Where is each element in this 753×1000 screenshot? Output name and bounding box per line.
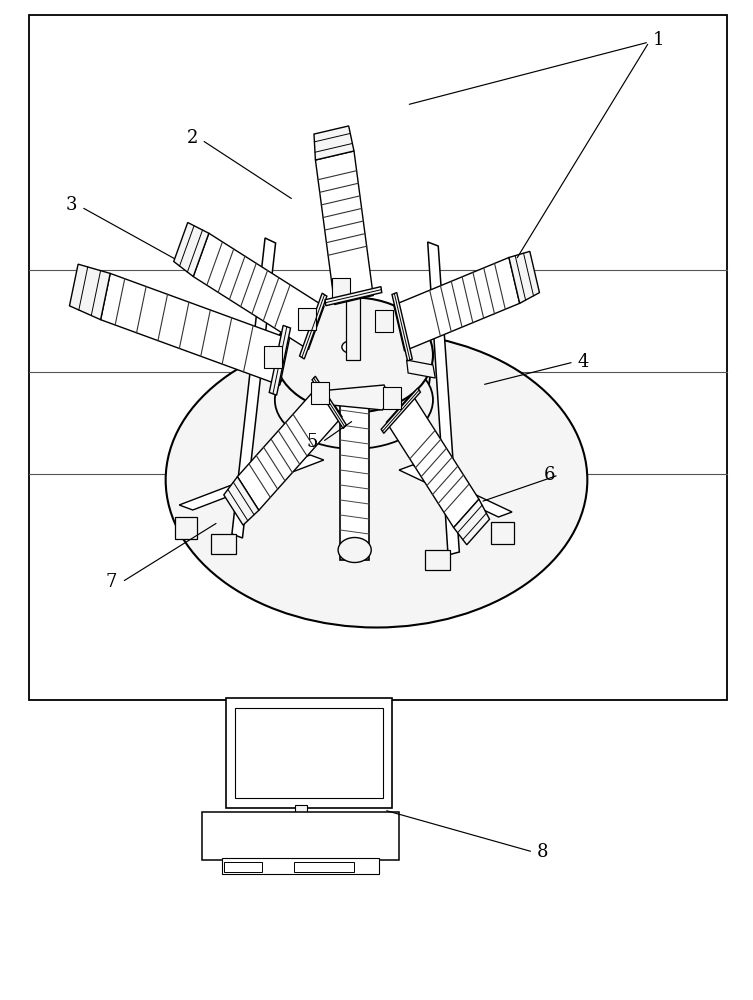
Polygon shape: [386, 394, 479, 528]
Polygon shape: [509, 251, 539, 303]
Bar: [235, 708, 383, 798]
Polygon shape: [394, 257, 520, 351]
Bar: [226, 698, 392, 808]
Bar: [29, 15, 727, 700]
Text: 1: 1: [653, 31, 665, 49]
Polygon shape: [316, 151, 373, 305]
Polygon shape: [69, 264, 110, 320]
Polygon shape: [407, 360, 435, 378]
Polygon shape: [453, 499, 489, 545]
Polygon shape: [312, 376, 346, 429]
Polygon shape: [328, 385, 390, 410]
Ellipse shape: [338, 538, 371, 562]
Polygon shape: [237, 383, 342, 510]
Bar: [211, 534, 236, 554]
Bar: [383, 387, 401, 409]
Bar: [346, 295, 360, 360]
Text: 6: 6: [544, 466, 556, 484]
Bar: [264, 346, 282, 368]
Polygon shape: [179, 455, 324, 510]
Bar: [375, 310, 393, 332]
Bar: [425, 550, 450, 570]
Ellipse shape: [166, 332, 587, 628]
Bar: [175, 517, 197, 539]
Text: 2: 2: [186, 129, 198, 147]
Text: 3: 3: [66, 196, 78, 214]
Polygon shape: [174, 223, 209, 277]
Bar: [202, 812, 399, 860]
Polygon shape: [428, 242, 459, 555]
Bar: [491, 522, 514, 544]
Bar: [340, 400, 369, 560]
Polygon shape: [314, 126, 354, 160]
Polygon shape: [232, 238, 276, 538]
Polygon shape: [381, 388, 420, 433]
Ellipse shape: [342, 341, 358, 353]
Bar: [332, 278, 350, 300]
Text: 4: 4: [578, 353, 590, 371]
Bar: [294, 862, 354, 872]
Polygon shape: [392, 293, 413, 361]
Polygon shape: [300, 293, 327, 359]
Bar: [311, 382, 329, 404]
Ellipse shape: [275, 298, 433, 412]
Bar: [295, 805, 307, 815]
Polygon shape: [270, 325, 291, 395]
Ellipse shape: [275, 351, 433, 449]
Bar: [224, 862, 262, 872]
Bar: [298, 308, 316, 330]
Bar: [222, 858, 379, 874]
Polygon shape: [101, 273, 289, 385]
Polygon shape: [224, 477, 259, 525]
Text: 8: 8: [536, 843, 548, 861]
Polygon shape: [325, 287, 382, 306]
Polygon shape: [194, 233, 324, 350]
Polygon shape: [399, 465, 512, 517]
Text: 7: 7: [105, 573, 117, 591]
Text: 5: 5: [306, 433, 319, 451]
